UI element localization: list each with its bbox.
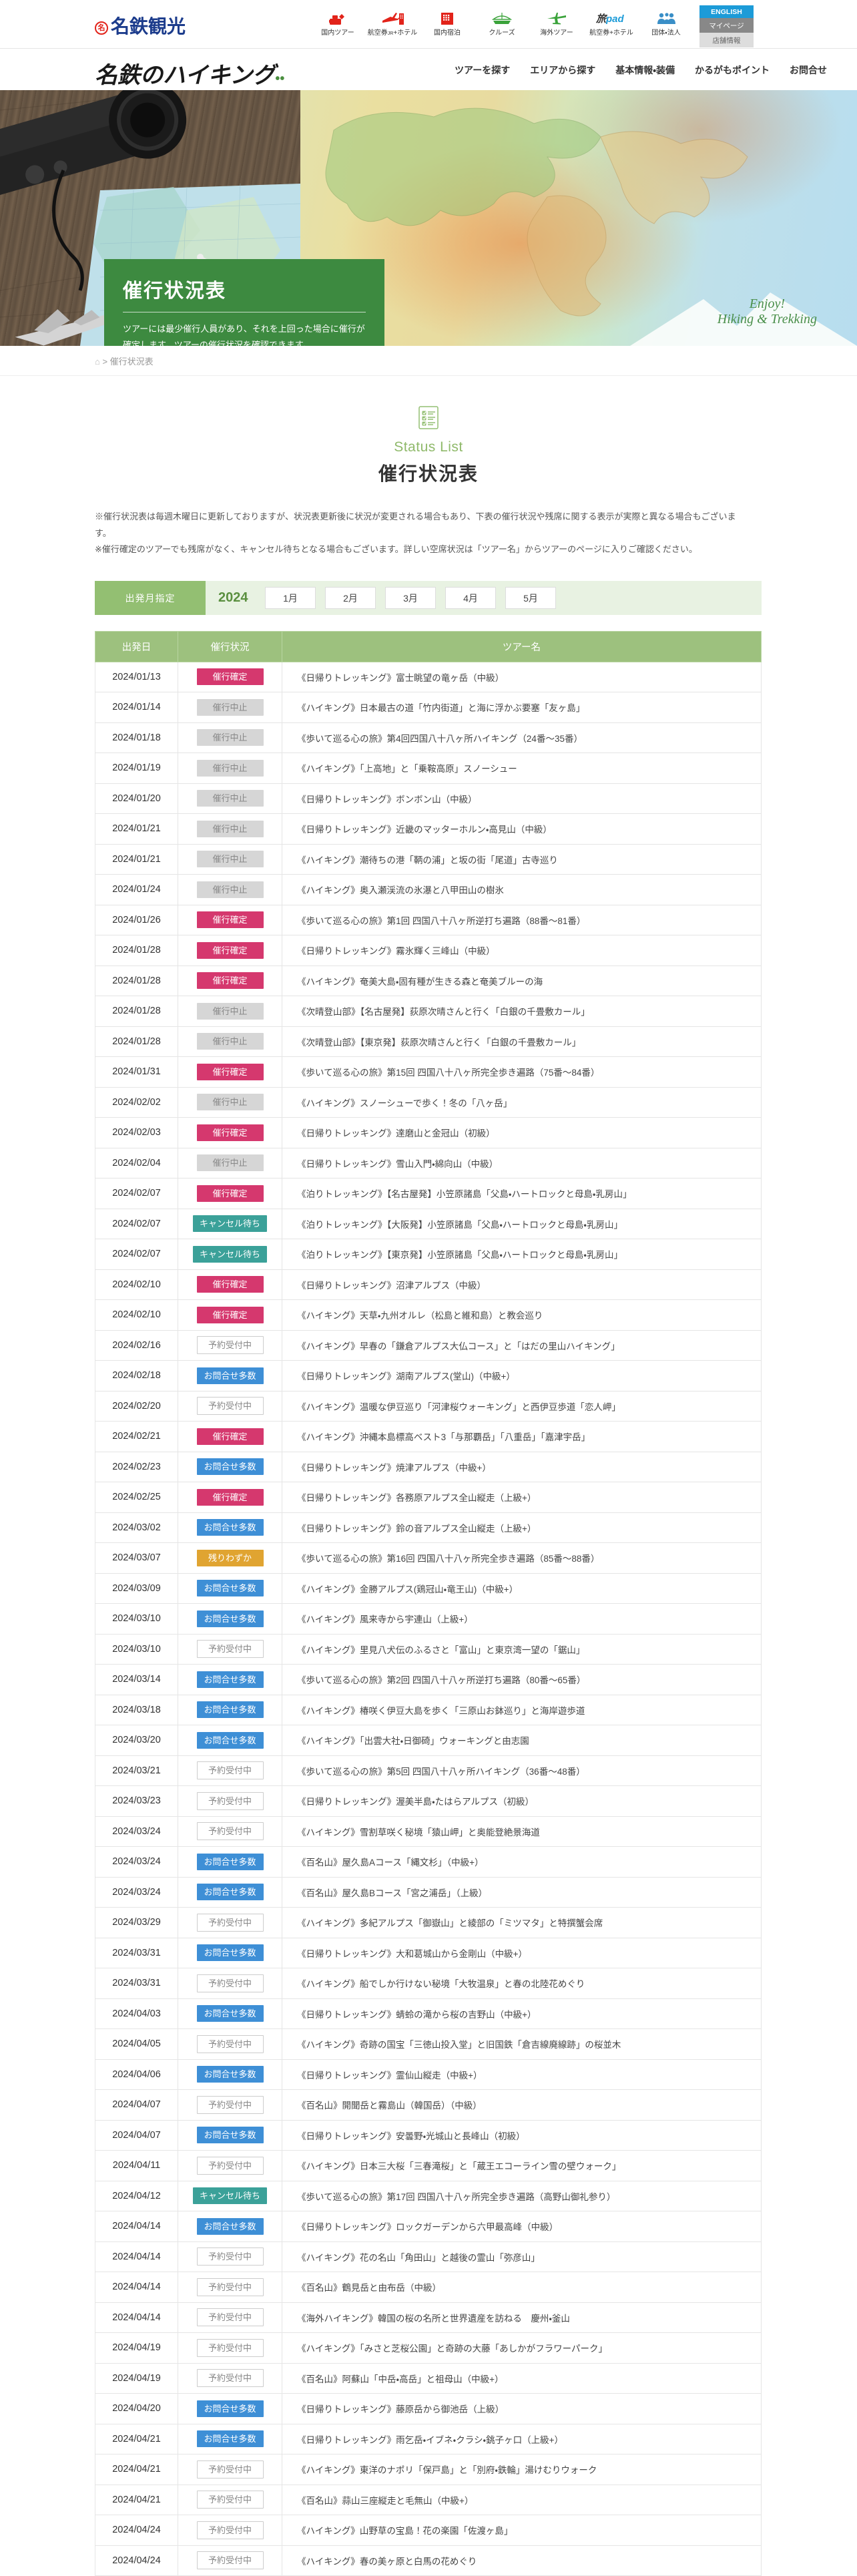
svg-text:pad: pad [605,13,625,25]
